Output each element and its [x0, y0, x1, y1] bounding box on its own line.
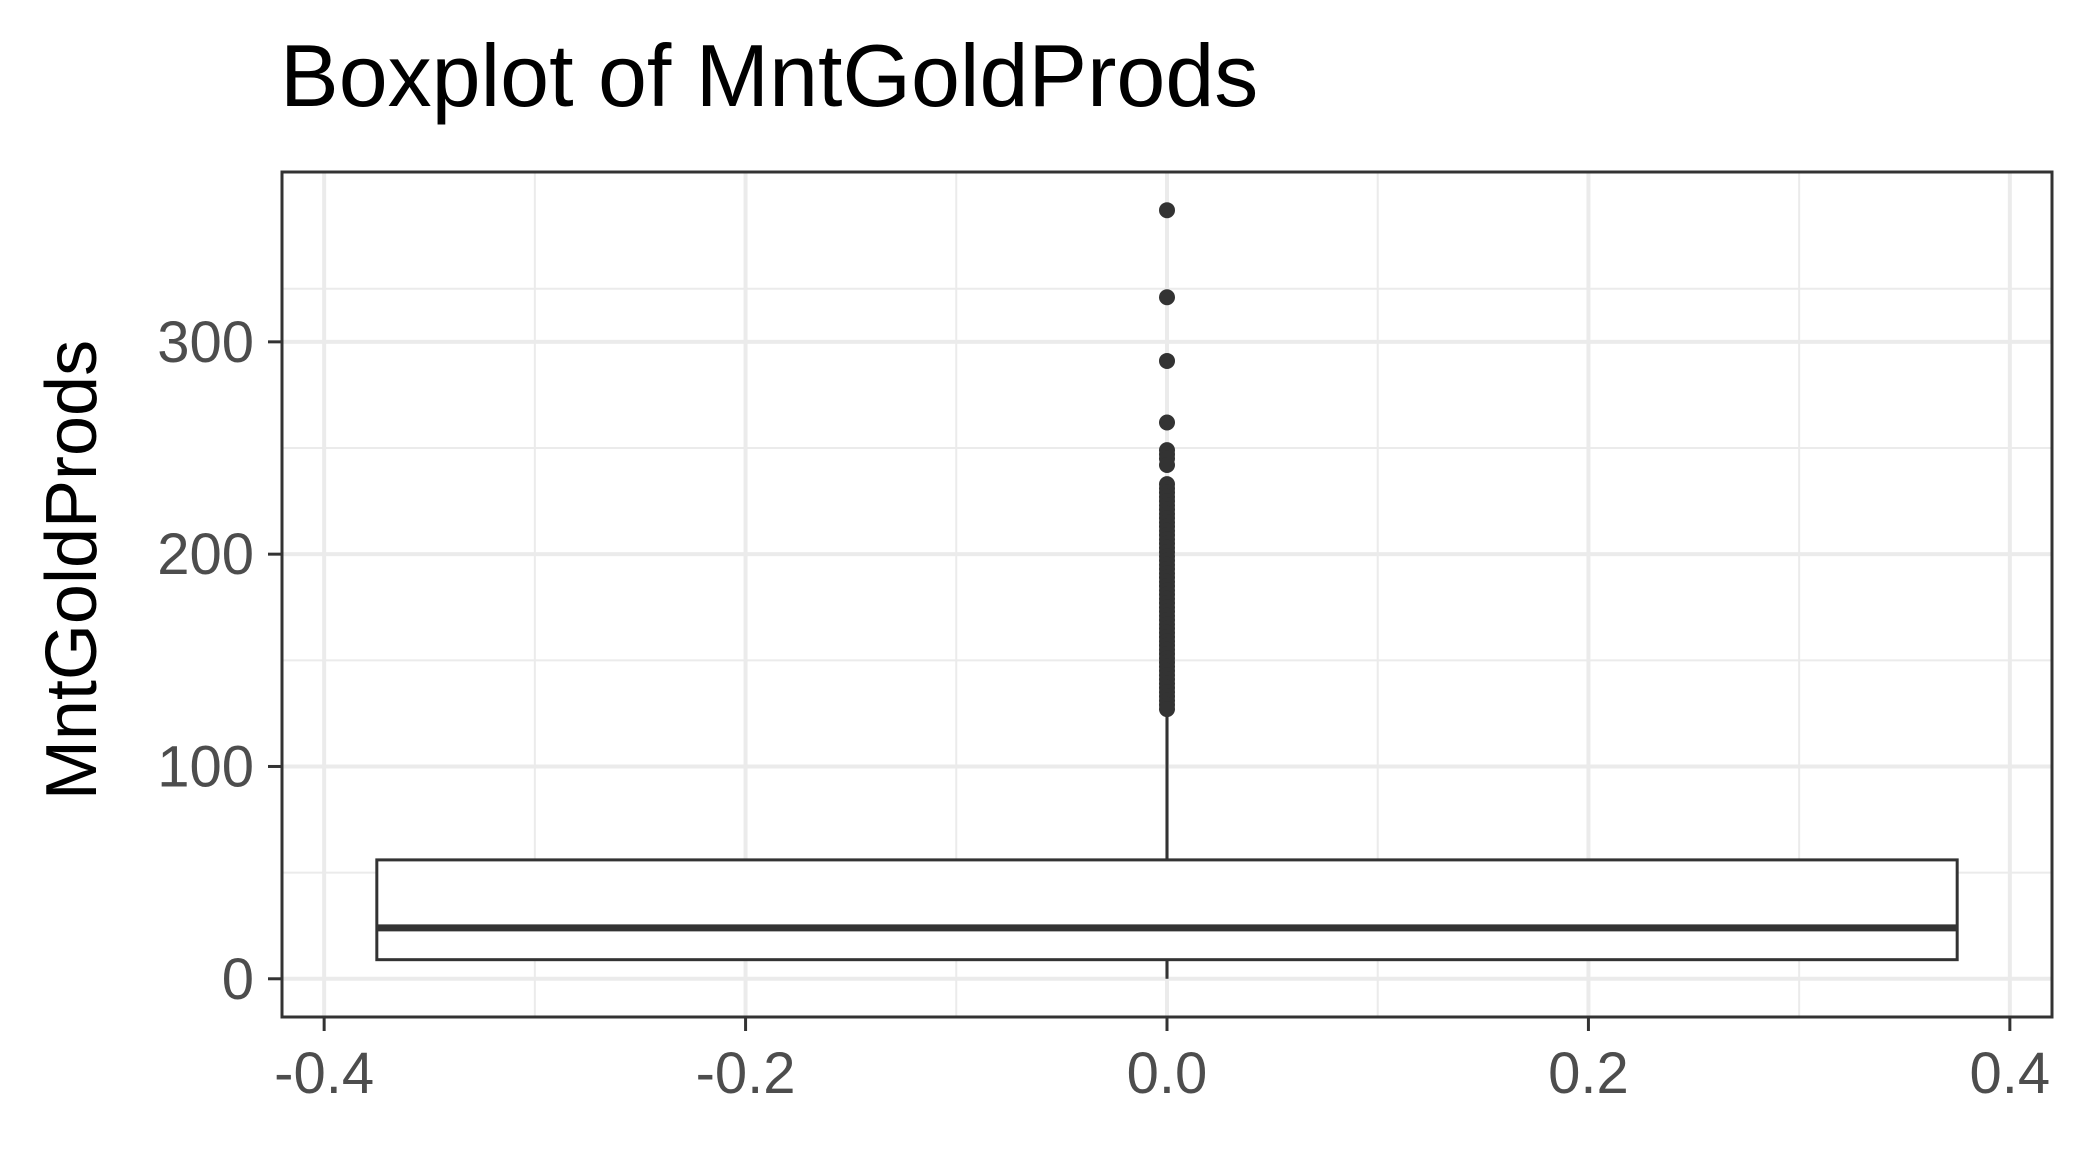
outlier-point — [1159, 289, 1175, 306]
x-tick-label: -0.2 — [696, 1041, 796, 1106]
chart-title: Boxplot of MntGoldProds — [280, 26, 1258, 125]
outlier-point — [1159, 414, 1175, 431]
x-tick-label: -0.4 — [274, 1041, 374, 1106]
x-tick-label: 0.0 — [1127, 1041, 1208, 1106]
outlier-point — [1159, 202, 1175, 219]
x-axis: -0.4 -0.2 0.0 0.2 0.4 — [274, 1017, 2050, 1106]
y-tick-label: 0 — [222, 947, 254, 1012]
box-plot — [375, 711, 1959, 979]
y-axis: 0 100 200 300 — [157, 310, 282, 1012]
y-tick-label: 300 — [157, 310, 254, 375]
y-tick-label: 200 — [157, 522, 254, 587]
outlier-point — [1159, 456, 1175, 473]
outlier-points — [1159, 202, 1175, 718]
outlier-point — [1159, 352, 1175, 369]
x-tick-label: 0.2 — [1548, 1041, 1629, 1106]
y-tick-label: 100 — [157, 734, 254, 799]
x-tick-label: 0.4 — [1970, 1041, 2051, 1106]
y-axis-title: MntGoldProds — [32, 340, 112, 800]
outlier-point — [1159, 701, 1175, 718]
iqr-box — [375, 858, 1959, 962]
